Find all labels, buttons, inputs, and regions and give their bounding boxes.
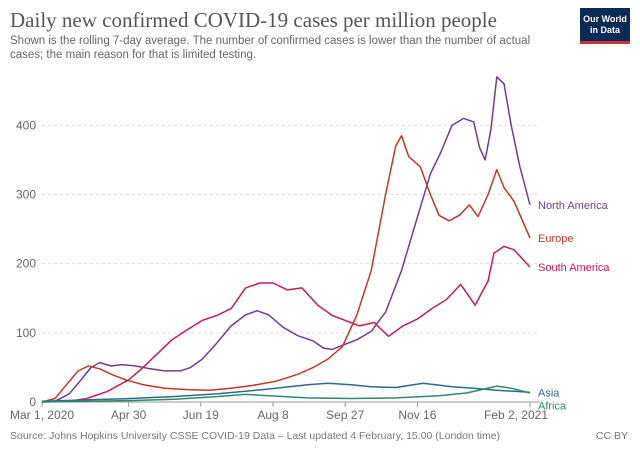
y-tick-label: 400: [16, 118, 36, 132]
series-line-asia: [41, 382, 531, 403]
series-label-south-america: South America: [538, 262, 610, 274]
series-line-africa: [41, 385, 531, 403]
series-line-south-america: [41, 245, 531, 403]
x-tick-label: Mar 1, 2020: [10, 408, 74, 422]
y-tick-label: 0: [29, 395, 36, 409]
y-tick-label: 100: [16, 326, 36, 340]
series-line-europe: [41, 134, 531, 403]
x-tick-label: Feb 2, 2021: [484, 408, 548, 422]
x-tick-label: Apr 30: [111, 408, 147, 422]
x-tick-label: Aug 8: [257, 408, 289, 422]
series-label-africa: Africa: [538, 400, 567, 412]
logo-line-2: in Data: [589, 25, 620, 35]
chart-subtitle: Shown is the rolling 7-day average. The …: [10, 35, 531, 61]
logo-line-1: Our World: [583, 14, 627, 24]
x-tick-label: Jun 19: [183, 408, 219, 422]
source-note: Source: Johns Hopkins University CSSE CO…: [10, 430, 501, 442]
y-tick-label: 300: [16, 188, 36, 202]
series-line-north-america: [41, 76, 531, 403]
series-label-europe: Europe: [538, 233, 573, 245]
owid-logo[interactable]: Our World in Data: [580, 8, 630, 44]
license-link[interactable]: CC BY: [595, 430, 628, 442]
series-label-north-america: North America: [538, 200, 609, 212]
chart-title: Daily new confirmed COVID-19 cases per m…: [10, 8, 497, 32]
x-tick-label: Sep 27: [326, 408, 364, 422]
series-label-asia: Asia: [538, 387, 560, 399]
x-tick-label: Nov 16: [398, 408, 436, 422]
y-tick-label: 200: [16, 257, 36, 271]
